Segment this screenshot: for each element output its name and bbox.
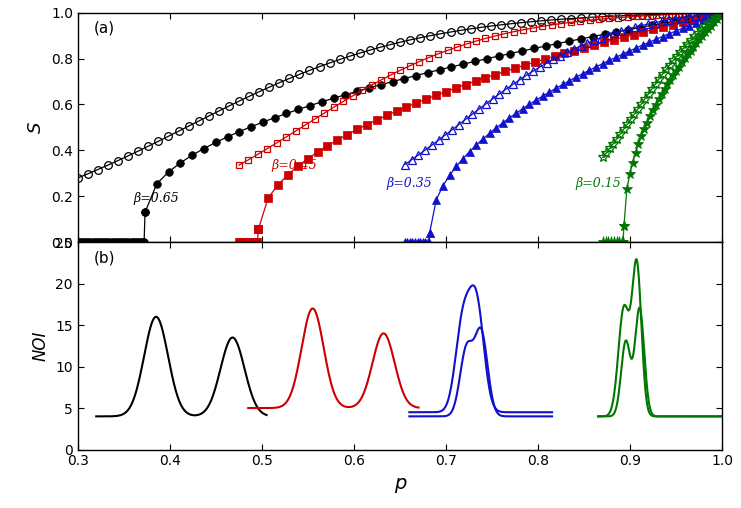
Text: (b): (b) <box>93 251 115 266</box>
Y-axis label: S: S <box>27 122 45 133</box>
Text: β=0.65: β=0.65 <box>133 192 179 205</box>
Text: (a): (a) <box>93 20 115 35</box>
Text: β=0.35: β=0.35 <box>386 177 432 190</box>
Y-axis label: NOI: NOI <box>32 331 50 361</box>
Text: β=0.45: β=0.45 <box>271 158 317 172</box>
X-axis label: p: p <box>394 474 406 493</box>
Text: β=0.15: β=0.15 <box>575 177 621 190</box>
